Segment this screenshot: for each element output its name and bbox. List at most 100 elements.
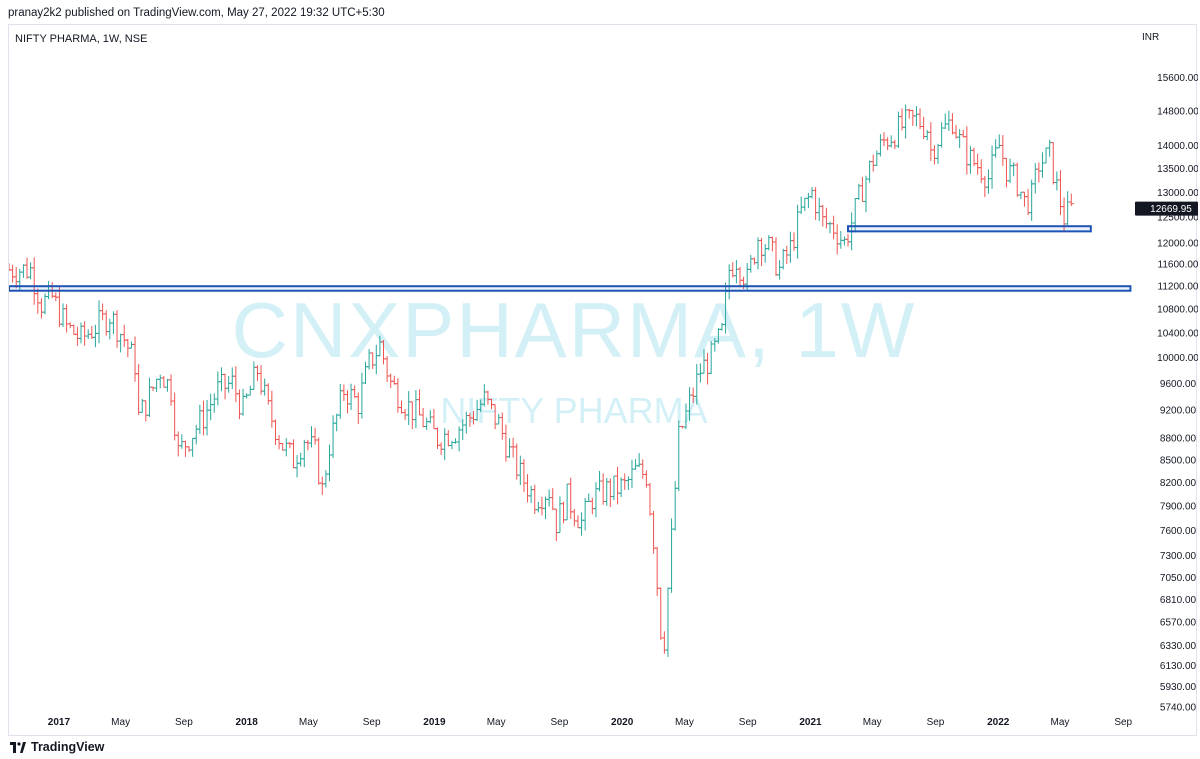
ohlc-bar	[550, 488, 556, 511]
ohlc-bar	[975, 153, 981, 175]
ohlc-bar	[640, 459, 646, 479]
ohlc-bar	[586, 493, 592, 502]
x-tick-label: May	[1050, 717, 1069, 728]
ohlc-bar	[816, 197, 822, 221]
ohlc-bar	[939, 122, 945, 148]
ohlc-bar	[834, 224, 840, 255]
ohlc-bar	[222, 373, 228, 400]
ohlc-bar	[993, 139, 999, 158]
ohlc-bar	[507, 438, 513, 458]
ohlc-bar	[453, 438, 459, 444]
x-tick-label: Sep	[1114, 717, 1132, 728]
ohlc-bar	[190, 437, 196, 457]
ohlc-bar	[398, 400, 404, 414]
y-tick-label: 12500.00	[1157, 213, 1198, 224]
ohlc-bar	[287, 442, 293, 449]
ohlc-bar	[989, 145, 995, 189]
ohlc-bar	[272, 419, 278, 446]
ohlc-bar	[161, 376, 167, 388]
ohlc-bar	[316, 437, 322, 485]
ohlc-bar	[298, 452, 304, 467]
ohlc-bar	[755, 237, 761, 270]
ohlc-bar	[633, 459, 639, 470]
ohlc-bar	[431, 409, 437, 430]
ohlc-bar	[521, 459, 527, 493]
x-tick-label: Sep	[739, 717, 757, 728]
ohlc-bar	[154, 378, 160, 392]
ohlc-bar	[845, 233, 851, 247]
ohlc-bar	[543, 496, 549, 520]
support-zone-lower	[9, 285, 1132, 292]
ohlc-bar	[402, 409, 408, 420]
ohlc-bar	[870, 154, 876, 172]
ohlc-bar	[589, 497, 595, 515]
ohlc-bar	[510, 437, 516, 458]
ohlc-bar	[182, 440, 188, 457]
ohlc-bar	[877, 134, 883, 157]
ohlc-bar	[982, 176, 988, 198]
chart-frame[interactable]: CNXPHARMA, 1W NIFTY PHARMA 15600.00 14800…	[8, 24, 1198, 737]
ohlc-bar	[762, 244, 768, 263]
ohlc-bar	[759, 237, 765, 267]
x-tick-label: 2021	[799, 717, 822, 728]
ohlc-bar	[535, 501, 541, 513]
ohlc-bar	[10, 264, 16, 283]
ohlc-bar	[1003, 157, 1009, 188]
ohlc-bar	[348, 383, 354, 410]
ohlc-bar	[658, 587, 664, 640]
ohlc-bar	[1029, 179, 1035, 221]
ohlc-bar	[107, 318, 113, 340]
y-tick-label: 8800.00	[1160, 434, 1197, 445]
tradingview-footer[interactable]: TradingView	[10, 740, 104, 754]
ohlc-bar	[28, 262, 34, 280]
ohlc-bar	[388, 373, 394, 388]
ohlc-bar	[575, 515, 581, 529]
ohlc-bar	[1000, 135, 1006, 166]
ohlc-bar	[1057, 170, 1063, 216]
ohlc-bar	[636, 453, 642, 468]
ohlc-bar	[629, 459, 635, 489]
y-tick-label: 8500.00	[1160, 455, 1197, 466]
price-chart[interactable]: CNXPHARMA, 1W NIFTY PHARMA 15600.00 14800…	[9, 25, 1198, 737]
ohlc-bar	[823, 207, 829, 229]
ohlc-bar	[748, 254, 754, 273]
ohlc-bar	[1039, 152, 1045, 178]
ohlc-bar	[928, 122, 934, 161]
ohlc-bar	[323, 470, 329, 488]
ohlc-bar	[514, 443, 520, 480]
ohlc-bar	[1018, 191, 1024, 199]
ohlc-bar	[867, 160, 873, 183]
x-tick-label: 2017	[48, 717, 71, 728]
ohlc-bar	[647, 482, 653, 516]
ohlc-bar	[957, 129, 963, 149]
ohlc-bar	[579, 512, 585, 536]
ohlc-bar	[831, 215, 837, 240]
watermark-main: CNXPHARMA, 1W	[232, 286, 917, 374]
ohlc-bar	[359, 372, 365, 419]
ohlc-bar	[150, 386, 156, 392]
ohlc-bar	[985, 169, 991, 194]
ohlc-bar	[20, 264, 26, 278]
time-axis[interactable]: 2017 May Sep 2018 May Sep 2019 May Sep 2020 May Sep…	[48, 717, 1133, 728]
ohlc-bar	[935, 143, 941, 164]
ohlc-bar	[676, 420, 682, 492]
ohlc-bar	[64, 304, 70, 333]
ohlc-bar	[813, 187, 819, 220]
ohlc-bar	[600, 473, 606, 505]
ohlc-bar	[863, 175, 869, 213]
ohlc-bar	[1025, 189, 1031, 216]
ohlc-bar	[539, 496, 545, 516]
ohlc-bar	[305, 439, 311, 451]
ohlc-bar	[301, 439, 307, 468]
ohlc-bar	[953, 125, 959, 139]
y-tick-label: 7300.00	[1160, 551, 1197, 562]
ohlc-bar	[751, 257, 757, 265]
price-axis[interactable]: 15600.00 14800.00 14000.00 13500.00 13000.00…	[1157, 73, 1198, 713]
x-tick-label: May	[863, 717, 882, 728]
y-tick-label: 7900.00	[1160, 501, 1197, 512]
ohlc-bar	[445, 430, 451, 447]
last-price-tag-bg	[1135, 201, 1198, 216]
y-tick-label: 12000.00	[1157, 238, 1198, 249]
ohlc-bar	[910, 109, 916, 126]
ohlc-bar	[625, 476, 631, 490]
